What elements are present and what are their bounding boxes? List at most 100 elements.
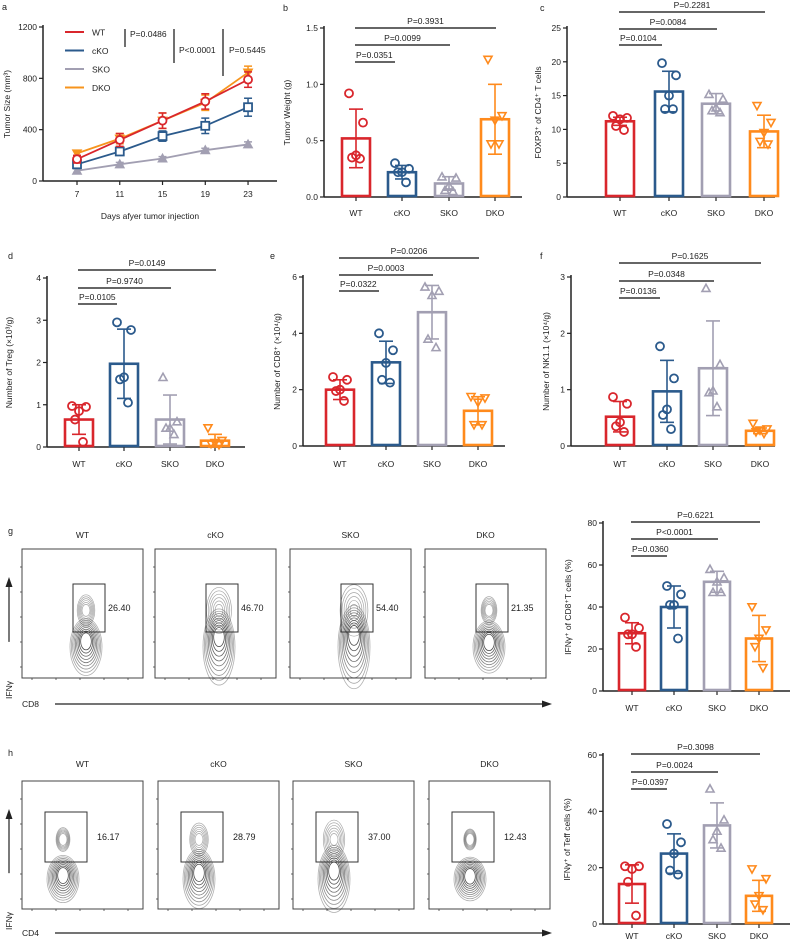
gate-percentage: 54.40 — [376, 603, 399, 613]
y-tick-label: 15 — [552, 91, 562, 101]
data-point-SKO — [447, 185, 459, 196]
data-point-WT — [72, 154, 82, 165]
data-point-cKO — [669, 600, 679, 610]
p-value-label: P<0.0001 — [656, 527, 693, 537]
bar-group-WT: WT — [617, 612, 647, 713]
x-tick-label: SKO — [707, 208, 725, 218]
contour-line — [481, 632, 497, 654]
contour-plot-DKO: DKO 21.35 — [423, 530, 547, 680]
y-tick-label: 400 — [23, 125, 37, 135]
y-axis-label: Number of NK1.1 (×10⁴/g) — [541, 312, 551, 411]
contour-line — [46, 854, 80, 904]
p-value-label: P=0.2281 — [674, 0, 711, 10]
data-point-SKO — [711, 576, 723, 586]
contour-line — [475, 623, 503, 668]
contour-line — [53, 862, 73, 892]
contour-line — [480, 630, 498, 657]
contour-line — [322, 819, 346, 860]
contour-line — [187, 856, 211, 896]
contour-line — [481, 597, 497, 623]
contour-line — [482, 599, 496, 622]
y-axis-label: IFNγ⁺ of CD8⁺T cells (%) — [563, 559, 573, 655]
contour-line — [324, 822, 344, 857]
panel-label-h: h — [8, 748, 13, 758]
y-tick-label: 2 — [560, 328, 565, 338]
data-point-SKO — [717, 93, 729, 103]
y-tick-label: 3 — [560, 272, 565, 282]
gate-percentage: 26.40 — [108, 603, 131, 613]
contour-line — [213, 627, 225, 648]
data-point-DKO — [749, 642, 761, 653]
data-point-cKO — [676, 589, 686, 600]
contour-line — [202, 608, 236, 686]
y-tick-label: 40 — [588, 602, 598, 612]
contour-plot-cKO: cKO 28.79 — [156, 759, 280, 911]
p-value-label: P<0.0001 — [179, 45, 216, 55]
contour-line — [464, 868, 476, 885]
contour-line — [456, 859, 484, 898]
p-value-label: P=0.3098 — [677, 742, 714, 752]
data-point-cKO — [377, 374, 387, 385]
data-point-cKO — [676, 837, 686, 848]
data-point-SKO — [114, 158, 126, 169]
x-tick-label: 19 — [201, 189, 211, 199]
data-point-WT — [339, 396, 349, 406]
data-point-DKO — [761, 425, 773, 435]
contour-line — [74, 625, 98, 664]
y-axis-label: IFNγ — [4, 911, 14, 930]
contour-line — [340, 609, 368, 679]
x-tick-label: DKO — [750, 931, 769, 941]
data-point-cKO — [673, 869, 683, 880]
bar-group-cKO: cKO — [370, 328, 402, 469]
y-tick-label: 20 — [588, 863, 598, 873]
bar-group-cKO: cKO — [653, 58, 685, 218]
data-point-cKO — [388, 345, 398, 356]
contour-line — [461, 865, 479, 889]
data-point-DKO — [205, 439, 217, 450]
bar-group-SKO: SKO — [416, 281, 448, 469]
plot-frame — [21, 780, 144, 910]
data-point-cKO — [381, 358, 391, 368]
data-point-SKO — [704, 563, 716, 574]
data-point-WT — [78, 437, 88, 447]
x-tick-label: WT — [333, 459, 346, 469]
x-tick-label: 23 — [243, 189, 253, 199]
y-tick-label: 10 — [552, 124, 562, 134]
contour-line — [210, 622, 228, 657]
y-tick-label: 0 — [556, 192, 561, 202]
contour-line — [193, 831, 205, 848]
contour-line — [463, 828, 477, 851]
data-point-SKO — [436, 171, 448, 181]
legend-label-DKO: DKO — [92, 83, 111, 93]
contour-line — [47, 856, 79, 901]
x-tick-label: DKO — [755, 208, 774, 218]
x-tick-label: SKO — [440, 208, 458, 218]
p-value-label: P=0.1625 — [672, 251, 709, 261]
x-tick-label: SKO — [708, 703, 726, 713]
y-tick-label: 0 — [592, 686, 597, 696]
contour-line — [480, 596, 498, 625]
bar-group-DKO: DKO — [462, 392, 494, 469]
bar-group-DKO: DKO — [748, 101, 780, 218]
contour-line — [341, 612, 367, 673]
contour-line — [337, 604, 371, 690]
y-tick-label: 2 — [36, 358, 41, 368]
contour-line — [185, 852, 213, 903]
x-tick-label: SKO — [708, 931, 726, 941]
contour-line — [206, 615, 232, 672]
data-point-SKO — [715, 586, 727, 597]
data-point-SKO — [718, 571, 730, 582]
data-point-DKO — [757, 905, 769, 916]
data-point-WT — [70, 414, 80, 425]
contour-line — [76, 627, 96, 660]
p-value-label: P=0.0397 — [632, 777, 669, 787]
contour-line — [347, 600, 361, 621]
x-tick-label: 15 — [158, 189, 168, 199]
gate-box — [315, 811, 359, 863]
data-point-SKO — [714, 358, 726, 369]
y-tick-label: 20 — [588, 644, 598, 654]
contour-line — [457, 861, 483, 895]
gate-percentage: 21.35 — [511, 603, 534, 613]
contour-line — [339, 584, 369, 637]
